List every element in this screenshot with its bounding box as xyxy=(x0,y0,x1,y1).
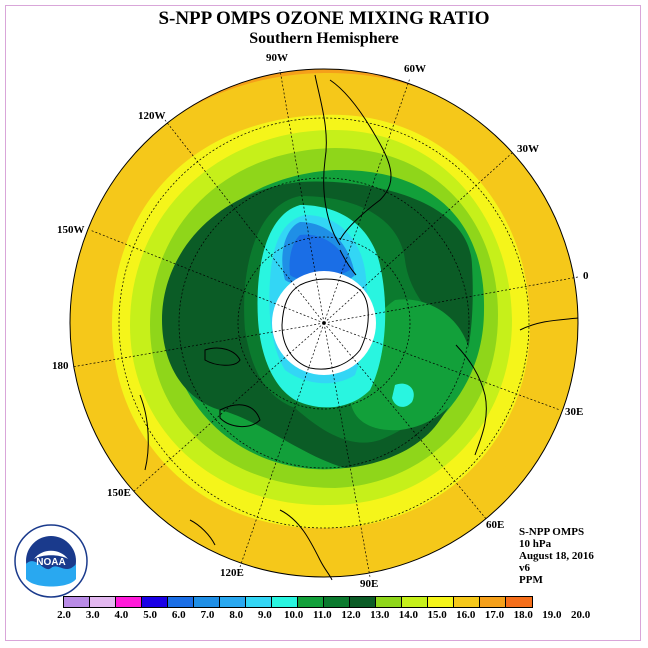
colorbar-tick-label: 6.0 xyxy=(171,609,186,621)
lon-label-30e: 30E xyxy=(565,406,584,418)
colorbar-segment xyxy=(142,597,168,607)
colorbar-tick-label: 5.0 xyxy=(143,609,157,621)
lon-label-30w: 30W xyxy=(517,143,539,155)
colorbar-tick-label: 13.0 xyxy=(370,609,390,621)
colorbar-tick-label: 15.0 xyxy=(427,609,447,621)
colorbar-tick-label: 20.0 xyxy=(570,609,591,621)
lon-label-60e: 60E xyxy=(486,519,505,531)
colorbar-tick-label: 10.0 xyxy=(283,609,304,621)
colorbar-segment xyxy=(64,597,90,607)
colorbar-tick-label: 18.0 xyxy=(513,609,533,621)
info-level: 10 hPa xyxy=(519,538,552,550)
colorbar-tick-label: 7.0 xyxy=(200,609,215,621)
info-date: August 18, 2016 xyxy=(519,550,594,562)
colorbar-tick-label: 8.0 xyxy=(229,609,244,621)
lon-label-90e: 90E xyxy=(360,578,379,590)
noaa-logo-text: NOAA xyxy=(36,557,65,568)
graticule xyxy=(71,69,579,578)
south-pole-marker xyxy=(322,321,326,325)
map-title: S-NPP OMPS OZONE MIXING RATIO xyxy=(158,8,490,29)
info-units: PPM xyxy=(519,574,543,586)
colorbar-tick-label: 12.0 xyxy=(341,609,361,621)
colorbar-tick-label: 2.0 xyxy=(57,609,71,621)
colorbar-tick-label: 3.0 xyxy=(85,609,100,621)
lon-label-120e: 120E xyxy=(220,567,244,579)
info-version: v6 xyxy=(519,562,530,574)
colorbar-segment xyxy=(116,597,142,607)
colorbar-segment xyxy=(168,597,194,607)
info-instrument: S-NPP OMPS xyxy=(519,526,585,538)
colorbar-tick-label: 19.0 xyxy=(542,609,562,621)
field-deep-blue xyxy=(289,234,350,281)
lon-label-60w: 60W xyxy=(404,63,426,75)
lon-label-150e: 150E xyxy=(107,487,131,499)
field-cyan-patch xyxy=(392,383,414,407)
figure-frame xyxy=(5,5,641,641)
colorbar-segment xyxy=(246,597,272,607)
lon-label-120w: 120W xyxy=(138,110,166,122)
colorbar xyxy=(63,596,533,608)
colorbar-segment xyxy=(220,597,246,607)
colorbar-segment xyxy=(272,597,298,607)
colorbar-tick-label: 11.0 xyxy=(312,609,332,621)
info-block: S-NPP OMPS 10 hPa August 18, 2016 v6 PPM xyxy=(519,526,594,586)
colorbar-segment xyxy=(428,597,454,607)
colorbar-segment xyxy=(376,597,402,607)
lon-label-0: 0 xyxy=(583,270,589,282)
colorbar-tick-label: 4.0 xyxy=(114,609,129,621)
colorbar-segment xyxy=(480,597,506,607)
colorbar-tick-label: 16.0 xyxy=(456,609,476,621)
colorbar-segment xyxy=(298,597,324,607)
colorbar-segment xyxy=(194,597,220,607)
colorbar-tick-label: 9.0 xyxy=(258,609,272,621)
colorbar-tick-label: 17.0 xyxy=(484,609,505,621)
colorbar-segment xyxy=(506,597,532,607)
colorbar-segment xyxy=(454,597,480,607)
colorbar-segment xyxy=(90,597,116,607)
colorbar-segment xyxy=(324,597,350,607)
colorbar-segment xyxy=(402,597,428,607)
coastlines xyxy=(139,74,579,581)
lon-label-90w: 90W xyxy=(266,52,288,64)
noaa-logo: NOAA xyxy=(14,524,88,598)
colorbar-segment xyxy=(350,597,376,607)
lon-label-150w: 150W xyxy=(57,224,85,236)
colorbar-tick-label: 14.0 xyxy=(398,609,419,621)
lon-label-180: 180 xyxy=(52,360,69,372)
map-subtitle: Southern Hemisphere xyxy=(249,30,399,47)
globe-outline xyxy=(69,68,579,578)
